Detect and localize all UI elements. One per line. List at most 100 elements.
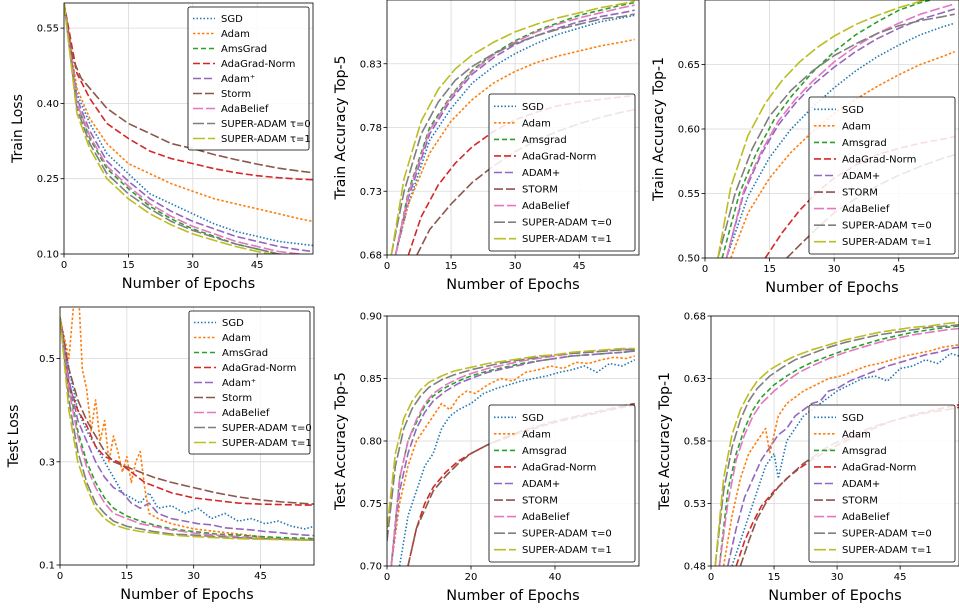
x-tick-label: 0 bbox=[384, 572, 390, 583]
y-tick-label: 0.58 bbox=[684, 437, 706, 448]
legend-box bbox=[188, 310, 311, 455]
legend: SGD Adam Amsgrad AdaGrad-Norm ADAM+ STORM AdaB… bbox=[488, 93, 636, 252]
series-line-super-adam-tau-0 bbox=[390, 13, 635, 255]
y-tick-label: 0.50 bbox=[678, 254, 700, 265]
legend-label-sgd: SGD bbox=[522, 413, 544, 424]
legend-label-adam: Adam bbox=[842, 121, 871, 132]
panel-test-loss: 0 15 30 45 0.1 0.3 0.5 Number of Epochs Test Los… bbox=[6, 306, 315, 603]
x-tick-label: 0 bbox=[702, 264, 708, 275]
legend: SGD Adam AmsGrad AdaGrad-Norm Adam⁺ Storm AdaB… bbox=[188, 310, 312, 455]
panel-train-acc-top5: 0 15 30 45 0.68 0.73 0.78 0.83 Number of Epochs T… bbox=[333, 0, 640, 293]
x-tick-label: 15 bbox=[122, 260, 135, 271]
y-tick-label: 0.5 bbox=[39, 354, 55, 365]
y-tick-label: 0.80 bbox=[360, 437, 382, 448]
x-tick-label: 30 bbox=[187, 571, 200, 582]
legend-label-adagrad-norm: AdaGrad-Norm bbox=[842, 154, 916, 165]
panel-train-acc-top1: 0 15 30 45 0.50 0.55 0.60 0.65 Number of Epochs T… bbox=[651, 0, 959, 296]
series-line-super-adam-tau-0 bbox=[64, 3, 286, 254]
series-line-super-adam-tau-1 bbox=[390, 0, 635, 255]
legend-label-sgd: SGD bbox=[222, 318, 244, 329]
series-line-sgd bbox=[398, 359, 636, 566]
axes-frame bbox=[63, 2, 314, 255]
y-tick-label: 0.78 bbox=[360, 123, 382, 134]
series-line-super-adam-tau-1 bbox=[717, 0, 930, 258]
legend-label-adam: Adam bbox=[222, 333, 251, 344]
series-line-adam bbox=[390, 355, 636, 566]
series-line-sgd bbox=[60, 317, 314, 530]
y-tick-label: 0.55 bbox=[678, 189, 700, 200]
legend: SGD Adam Amsgrad AdaGrad-Norm ADAM+ STORM AdaB… bbox=[808, 96, 956, 255]
y-tick-label: 0.3 bbox=[39, 457, 55, 468]
legend-box bbox=[187, 6, 310, 151]
y-tick-label: 0.48 bbox=[684, 562, 706, 573]
y-axis-label: Test Accuracy Top-5 bbox=[333, 372, 349, 511]
axes-frame bbox=[59, 306, 315, 566]
series-line-sgd bbox=[394, 14, 635, 255]
y-tick-label: 0.70 bbox=[360, 562, 382, 573]
legend-label-adamplus: Adam⁺ bbox=[222, 378, 256, 389]
legend: SGD Adam Amsgrad AdaGrad-Norm ADAM+ STORM AdaB… bbox=[488, 404, 636, 563]
legend-label-super-adam-tau-0: SUPER-ADAM τ=0 bbox=[221, 119, 311, 130]
x-tick-label: 30 bbox=[831, 572, 844, 583]
legend-label-adabelief: AdaBelief bbox=[842, 204, 890, 215]
legend-label-super-adam-tau-1: SUPER-ADAM τ=1 bbox=[522, 545, 612, 556]
x-axis-label: Number of Epochs bbox=[768, 588, 901, 604]
series-line-adamplus bbox=[64, 3, 313, 253]
x-tick-label: 15 bbox=[768, 572, 781, 583]
x-axis-label: Number of Epochs bbox=[122, 276, 255, 292]
legend-label-adamplus: ADAM+ bbox=[842, 479, 880, 490]
series-line-adagrad-norm bbox=[60, 317, 314, 506]
series-lines bbox=[60, 307, 314, 541]
series-line-sgd bbox=[731, 352, 959, 566]
x-tick-label: 30 bbox=[828, 264, 841, 275]
series-line-adamplus bbox=[394, 9, 635, 255]
y-tick-label: 0.83 bbox=[360, 59, 382, 70]
legend-label-super-adam-tau-1: SUPER-ADAM τ=1 bbox=[522, 234, 612, 245]
x-axis-label: Number of Epochs bbox=[120, 587, 253, 603]
x-tick-label: 15 bbox=[120, 571, 133, 582]
y-tick-label: 0.75 bbox=[360, 499, 382, 510]
series-line-sgd bbox=[725, 22, 955, 258]
y-axis-label: Train Accuracy Top-5 bbox=[333, 56, 349, 201]
legend-label-amsgrad: Amsgrad bbox=[842, 446, 887, 457]
legend-label-adabelief: AdaBelief bbox=[221, 104, 269, 115]
legend-label-storm: STORM bbox=[842, 188, 878, 199]
legend-label-amsgrad: AmsGrad bbox=[222, 348, 268, 359]
legend-label-adamplus: ADAM+ bbox=[842, 171, 880, 182]
legend-box bbox=[808, 96, 956, 255]
legend-label-adam: Adam bbox=[842, 429, 871, 440]
legend-label-adabelief: AdaBelief bbox=[522, 512, 570, 523]
series-line-adam bbox=[722, 344, 959, 566]
legend-label-adagrad-norm: AdaGrad-Norm bbox=[222, 363, 296, 374]
series-line-super-adam-tau-1 bbox=[60, 317, 314, 541]
legend-label-super-adam-tau-0: SUPER-ADAM τ=0 bbox=[842, 529, 932, 540]
y-axis-label: Test Loss bbox=[6, 405, 22, 469]
x-axis-label: Number of Epochs bbox=[765, 280, 898, 296]
legend-label-adabelief: AdaBelief bbox=[522, 201, 570, 212]
legend-label-super-adam-tau-1: SUPER-ADAM τ=1 bbox=[842, 545, 932, 556]
y-tick-label: 0.60 bbox=[678, 125, 700, 136]
y-tick-label: 0.90 bbox=[360, 312, 382, 323]
y-tick-label: 0.53 bbox=[684, 499, 706, 510]
series-line-adamplus bbox=[725, 8, 955, 258]
x-tick-label: 0 bbox=[384, 261, 390, 272]
x-tick-label: 40 bbox=[549, 572, 562, 583]
panel-test-acc-top5: 0 20 40 0.70 0.75 0.80 0.85 0.90 Number of Epoch… bbox=[333, 312, 640, 604]
legend-label-super-adam-tau-1: SUPER-ADAM τ=1 bbox=[842, 237, 932, 248]
legend-label-sgd: SGD bbox=[842, 105, 864, 116]
x-tick-label: 45 bbox=[254, 571, 267, 582]
panel-test-acc-top1: 0 15 30 45 0.48 0.53 0.58 0.63 0.68 Number of Epo… bbox=[657, 312, 959, 604]
series-line-adabelief bbox=[394, 4, 635, 255]
y-tick-label: 0.68 bbox=[360, 251, 382, 262]
series-line-adabelief bbox=[64, 3, 308, 254]
x-tick-label: 20 bbox=[465, 572, 478, 583]
x-tick-label: 0 bbox=[61, 260, 67, 271]
series-line-amsgrad bbox=[60, 317, 314, 540]
panel-train-loss: 0 15 30 45 0.10 0.25 0.40 0.55 Number of Epochs T… bbox=[10, 2, 314, 292]
series-line-adam bbox=[64, 3, 313, 223]
y-tick-label: 0.65 bbox=[678, 60, 700, 71]
y-tick-label: 0.1 bbox=[39, 561, 55, 572]
series-line-amsgrad bbox=[718, 325, 959, 566]
x-tick-label: 45 bbox=[573, 261, 586, 272]
